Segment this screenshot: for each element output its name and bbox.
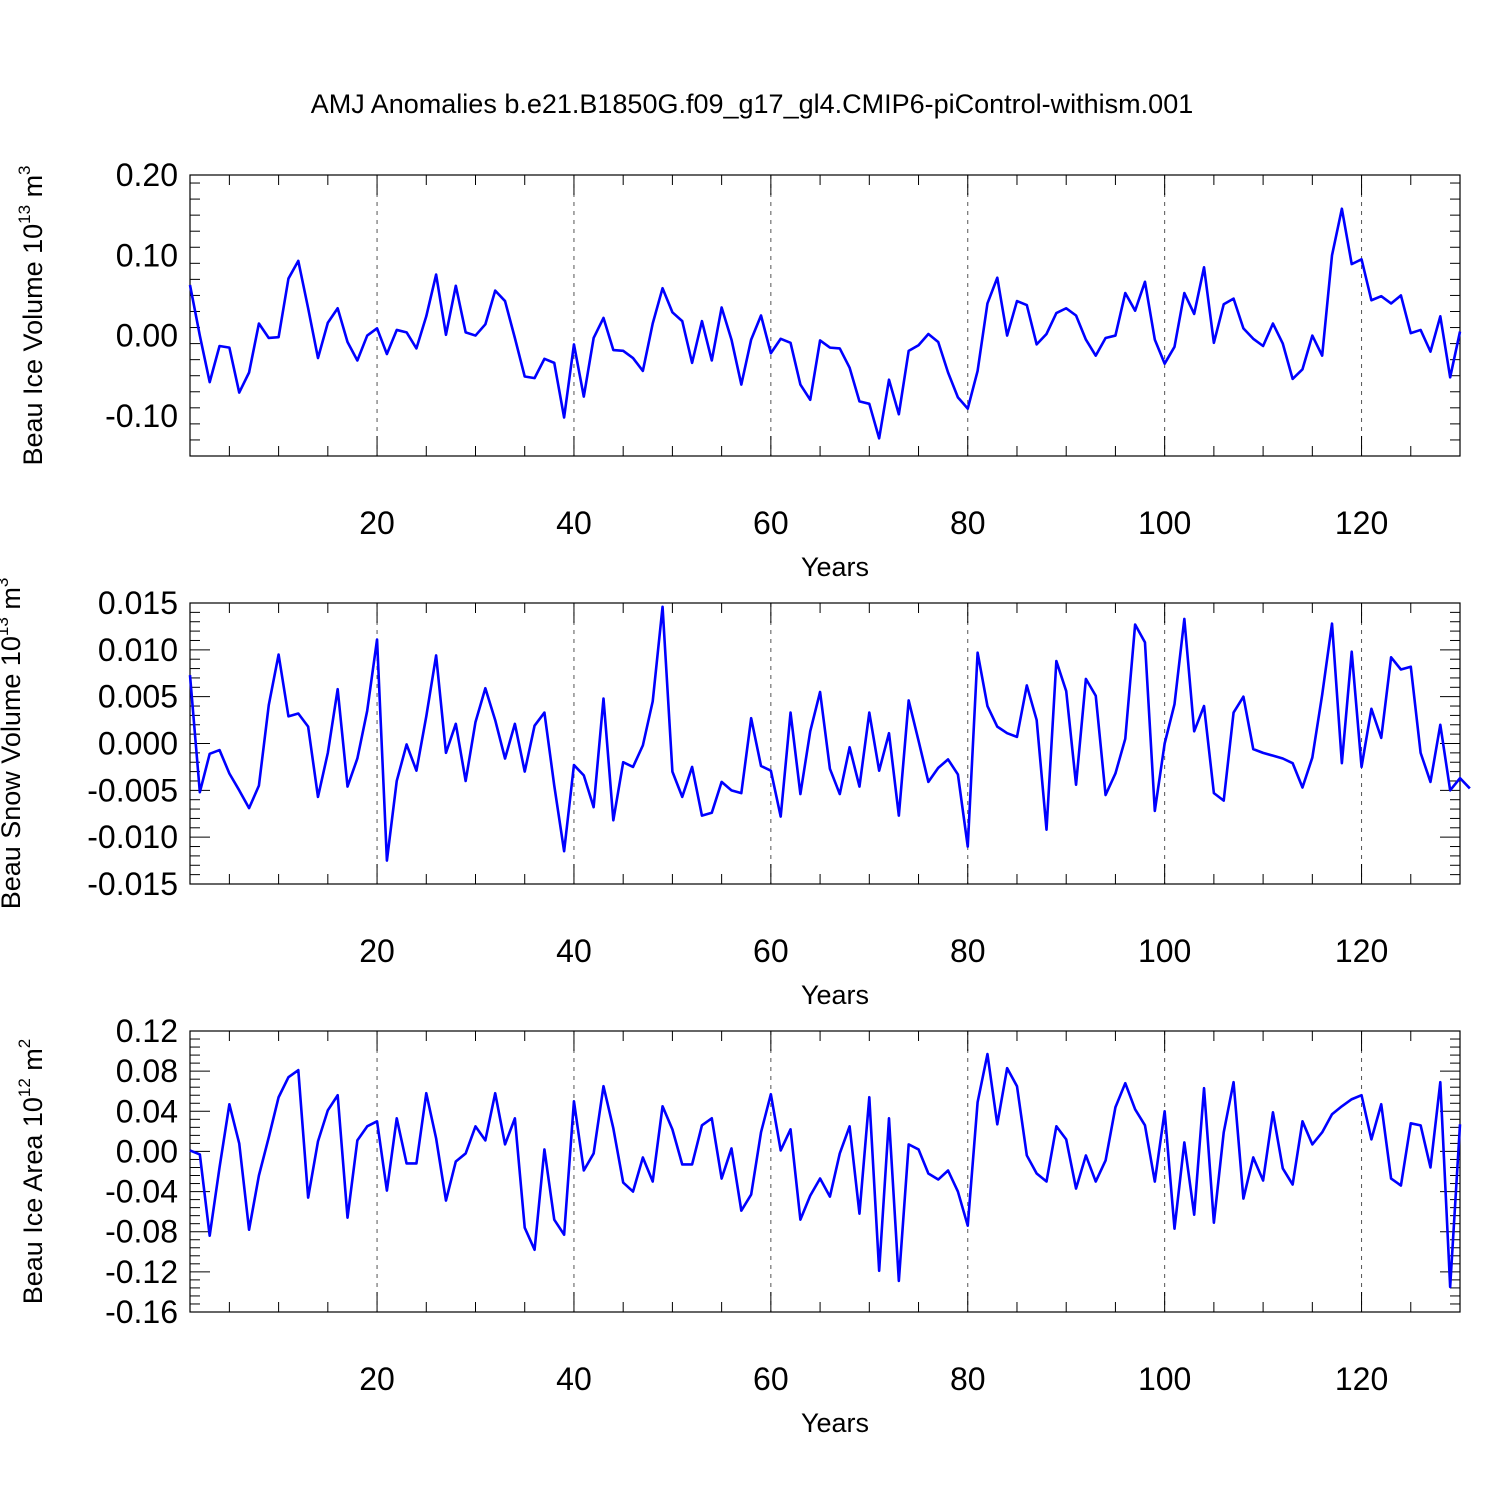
x-tick-label: 40 bbox=[556, 1361, 592, 1397]
y-tick-label: 0.000 bbox=[98, 726, 178, 762]
y-tick-label: -0.12 bbox=[105, 1254, 178, 1290]
y-tick-label: -0.005 bbox=[87, 772, 178, 808]
y-tick-label: 0.20 bbox=[116, 157, 178, 193]
x-tick-label: 120 bbox=[1335, 505, 1388, 541]
ice-area-plot-frame bbox=[189, 1030, 1461, 1313]
y-tick-label: 0.10 bbox=[116, 237, 178, 273]
y-tick-label: 0.04 bbox=[116, 1093, 178, 1129]
x-tick-label: 100 bbox=[1138, 505, 1191, 541]
ice-volume-series-line bbox=[188, 207, 1462, 440]
x-tick-label: 20 bbox=[359, 1361, 395, 1397]
x-tick-label: 40 bbox=[556, 505, 592, 541]
y-tick-label: -0.08 bbox=[105, 1214, 178, 1250]
x-tick-label: 60 bbox=[753, 933, 789, 969]
y-tick-label: 0.08 bbox=[116, 1053, 178, 1089]
x-tick-label: 120 bbox=[1335, 933, 1388, 969]
x-tick-label: 100 bbox=[1138, 1361, 1191, 1397]
ice-area-series-line bbox=[189, 1052, 1462, 1289]
snow-volume-series-line bbox=[188, 605, 1471, 862]
ice-volume-panel: 20 40 60 80 100 120 -0.10 0.00 0.10 0.20 Years Beau… bbox=[15, 157, 1462, 582]
y-tick-label: 0.010 bbox=[98, 632, 178, 668]
y-tick-label: 0.005 bbox=[98, 679, 178, 715]
figure-title: AMJ Anomalies b.e21.B1850G.f09_g17_gl4.C… bbox=[311, 89, 1193, 119]
ice-area-y-axis-label: Beau Ice Area 1012 m2 bbox=[15, 1039, 48, 1305]
y-tick-label: 0.00 bbox=[116, 1133, 178, 1169]
ice-volume-plot-frame bbox=[189, 174, 1461, 457]
ice-area-panel: 20 40 60 80 100 120 -0.16 -0.12 -0.08 -0.04 0.00 0.… bbox=[15, 1013, 1462, 1438]
x-tick-label: 120 bbox=[1335, 1361, 1388, 1397]
y-tick-label: 0.12 bbox=[116, 1013, 178, 1049]
y-tick-label: -0.015 bbox=[87, 866, 178, 902]
x-tick-label: 80 bbox=[950, 1361, 986, 1397]
x-tick-label: 80 bbox=[950, 505, 986, 541]
snow-volume-x-axis-label: Years bbox=[801, 980, 869, 1010]
y-tick-label: -0.10 bbox=[105, 398, 178, 434]
x-tick-label: 100 bbox=[1138, 933, 1191, 969]
snow-volume-y-axis-label: Beau Snow Volume 1013 m3 bbox=[0, 578, 26, 910]
y-tick-label: 0.015 bbox=[98, 585, 178, 621]
x-tick-label: 40 bbox=[556, 933, 592, 969]
x-tick-label: 60 bbox=[753, 505, 789, 541]
y-tick-label: -0.16 bbox=[105, 1294, 178, 1330]
y-tick-label: -0.010 bbox=[87, 819, 178, 855]
x-tick-label: 20 bbox=[359, 505, 395, 541]
x-tick-label: 60 bbox=[753, 1361, 789, 1397]
y-tick-label: 0.00 bbox=[116, 318, 178, 354]
ice-area-x-axis-label: Years bbox=[801, 1408, 869, 1438]
ice-volume-y-axis-label: Beau Ice Volume 1013 m3 bbox=[15, 165, 48, 465]
snow-volume-panel: 20 40 60 80 100 120 -0.015 -0.010 -0.005 0.000 0.0… bbox=[0, 578, 1471, 1010]
x-tick-label: 80 bbox=[950, 933, 986, 969]
ice-volume-x-axis-label: Years bbox=[801, 552, 869, 582]
y-tick-label: -0.04 bbox=[105, 1174, 178, 1210]
x-tick-label: 20 bbox=[359, 933, 395, 969]
